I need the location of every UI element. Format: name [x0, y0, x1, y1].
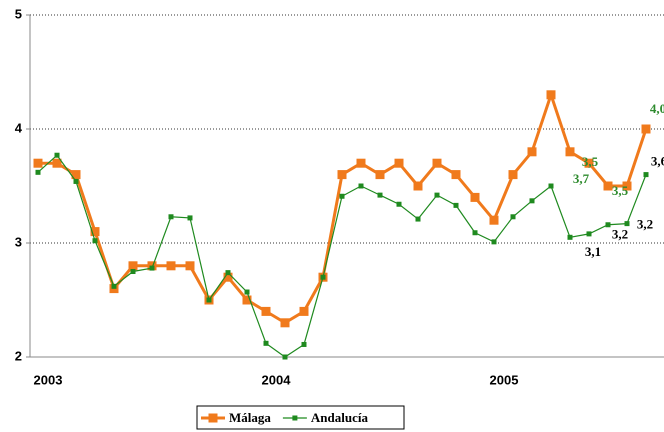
marker: [508, 170, 518, 180]
data-label: 3,2: [612, 227, 628, 242]
line: [37, 154, 647, 358]
legend-marker: [208, 413, 218, 423]
marker: [527, 147, 537, 157]
data-label: 3,6: [651, 154, 664, 169]
marker: [92, 238, 98, 244]
marker: [301, 341, 307, 347]
marker: [584, 158, 594, 168]
marker: [71, 170, 81, 180]
marker: [548, 183, 554, 189]
marker: [624, 221, 630, 227]
marker: [415, 216, 421, 222]
data-label: 3,5: [582, 154, 599, 169]
marker: [603, 181, 613, 191]
marker: [567, 234, 573, 240]
marker: [223, 272, 233, 282]
marker: [73, 178, 79, 184]
x-tick-label: 2005: [490, 372, 519, 387]
data-label: 3,2: [637, 217, 653, 232]
legend-label: Andalucía: [311, 410, 369, 425]
marker: [586, 231, 592, 237]
marker: [52, 158, 62, 168]
marker: [565, 147, 575, 157]
marker: [337, 170, 347, 180]
data-label: 4,0: [650, 101, 664, 116]
marker: [166, 261, 176, 271]
marker: [356, 158, 366, 168]
legend-label: Málaga: [229, 410, 271, 425]
marker: [546, 90, 556, 100]
series: [33, 90, 651, 328]
data-label: 3,1: [585, 244, 601, 259]
y-tick-label: 2: [15, 348, 22, 363]
marker: [375, 170, 385, 180]
marker: [432, 158, 442, 168]
marker: [394, 158, 404, 168]
y-tick-label: 5: [15, 6, 22, 21]
marker: [491, 239, 497, 245]
marker: [225, 270, 231, 276]
marker: [185, 261, 195, 271]
marker: [282, 354, 288, 360]
marker: [605, 222, 611, 228]
marker: [453, 202, 459, 208]
marker: [413, 181, 423, 191]
marker: [35, 169, 41, 175]
marker: [643, 172, 649, 178]
marker: [261, 306, 271, 316]
marker: [149, 265, 155, 271]
marker: [451, 170, 461, 180]
y-tick-label: 4: [15, 120, 23, 135]
marker: [470, 192, 480, 202]
marker: [130, 269, 136, 274]
data-label: 3,7: [573, 171, 590, 186]
marker: [90, 227, 100, 237]
y-tick-label: 3: [15, 234, 22, 249]
marker: [377, 192, 383, 198]
marker: [244, 289, 250, 295]
marker: [168, 214, 174, 220]
marker: [33, 158, 43, 168]
marker: [434, 192, 440, 198]
marker: [396, 201, 402, 207]
marker: [339, 193, 345, 199]
marker: [641, 124, 651, 134]
series: [35, 152, 649, 360]
marker: [299, 306, 309, 316]
marker: [263, 340, 269, 346]
marker: [206, 297, 212, 303]
marker: [128, 261, 138, 271]
marker: [472, 230, 478, 236]
data-label: 3,5: [612, 183, 629, 198]
marker: [489, 215, 499, 225]
marker: [111, 283, 117, 289]
marker: [622, 181, 632, 191]
legend-marker: [292, 415, 298, 421]
marker: [320, 274, 326, 280]
marker: [54, 152, 60, 158]
x-tick-label: 2004: [262, 372, 292, 387]
marker: [242, 295, 252, 305]
marker: [529, 198, 535, 204]
marker: [510, 214, 516, 220]
marker: [280, 318, 290, 328]
marker: [358, 183, 364, 189]
marker: [187, 215, 193, 221]
x-tick-label: 2003: [34, 372, 63, 387]
